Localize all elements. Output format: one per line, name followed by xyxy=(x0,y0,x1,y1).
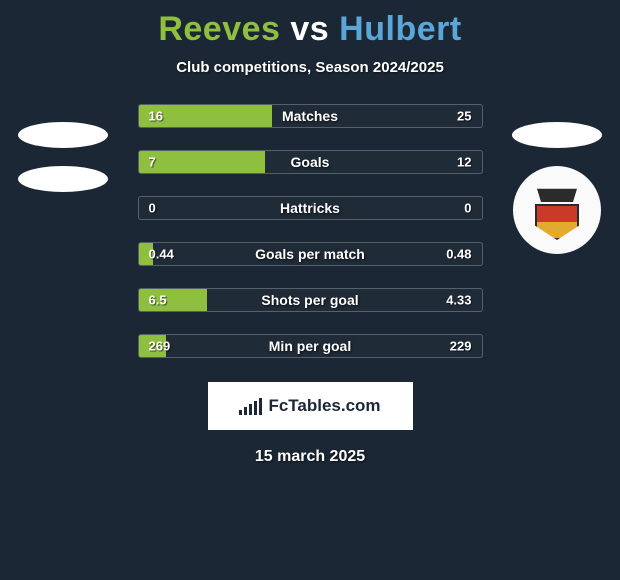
stat-row: 6.5 4.33 Shots per goal xyxy=(138,288,483,312)
stat-label: Goals per match xyxy=(255,246,365,262)
brand-text: FcTables.com xyxy=(268,396,380,416)
stat-label: Shots per goal xyxy=(261,292,358,308)
stat-row: 269 229 Min per goal xyxy=(138,334,483,358)
brand-bar xyxy=(249,404,252,415)
stat-label: Goals xyxy=(291,154,330,170)
player2-name: Hulbert xyxy=(339,10,462,48)
brand-badge: FcTables.com xyxy=(208,382,413,430)
brand-bar xyxy=(244,407,247,415)
player2-logo-top xyxy=(512,122,602,148)
stat-value-left: 0 xyxy=(149,201,156,216)
brand-bar xyxy=(254,401,257,415)
stat-value-left: 0.44 xyxy=(149,247,174,262)
stat-row: 7 12 Goals xyxy=(138,150,483,174)
subtitle: Club competitions, Season 2024/2025 xyxy=(176,59,444,76)
stat-row: 16 25 Matches xyxy=(138,104,483,128)
stat-value-right: 12 xyxy=(457,155,471,170)
player1-name: Reeves xyxy=(158,10,280,48)
stat-value-left: 16 xyxy=(149,109,163,124)
brand-bar xyxy=(239,410,242,415)
stat-value-right: 0 xyxy=(464,201,471,216)
date-text: 15 march 2025 xyxy=(255,448,365,466)
stat-value-left: 6.5 xyxy=(149,293,167,308)
stat-label: Matches xyxy=(282,108,338,124)
stat-label: Hattricks xyxy=(280,200,340,216)
brand-bars-icon xyxy=(239,397,262,415)
player1-logo-bottom xyxy=(18,166,108,192)
comparison-title: Reeves vs Hulbert xyxy=(158,10,461,49)
stat-row: 0.44 0.48 Goals per match xyxy=(138,242,483,266)
stat-value-left: 269 xyxy=(149,339,171,354)
player2-crest-icon xyxy=(513,166,601,254)
player2-logo-area xyxy=(512,122,602,254)
stat-value-right: 4.33 xyxy=(446,293,471,308)
stat-fill-left xyxy=(139,151,265,173)
stat-label: Min per goal xyxy=(269,338,351,354)
stat-value-right: 0.48 xyxy=(446,247,471,262)
stat-value-right: 25 xyxy=(457,109,471,124)
stat-value-left: 7 xyxy=(149,155,156,170)
player1-logo-area xyxy=(18,122,108,192)
brand-bar xyxy=(259,398,262,415)
vs-text: vs xyxy=(290,10,329,48)
stats-container: 16 25 Matches 7 12 Goals 0 0 Hattricks 0.44 0.48 Go… xyxy=(138,104,483,358)
stat-value-right: 229 xyxy=(450,339,472,354)
stat-row: 0 0 Hattricks xyxy=(138,196,483,220)
player1-logo-top xyxy=(18,122,108,148)
